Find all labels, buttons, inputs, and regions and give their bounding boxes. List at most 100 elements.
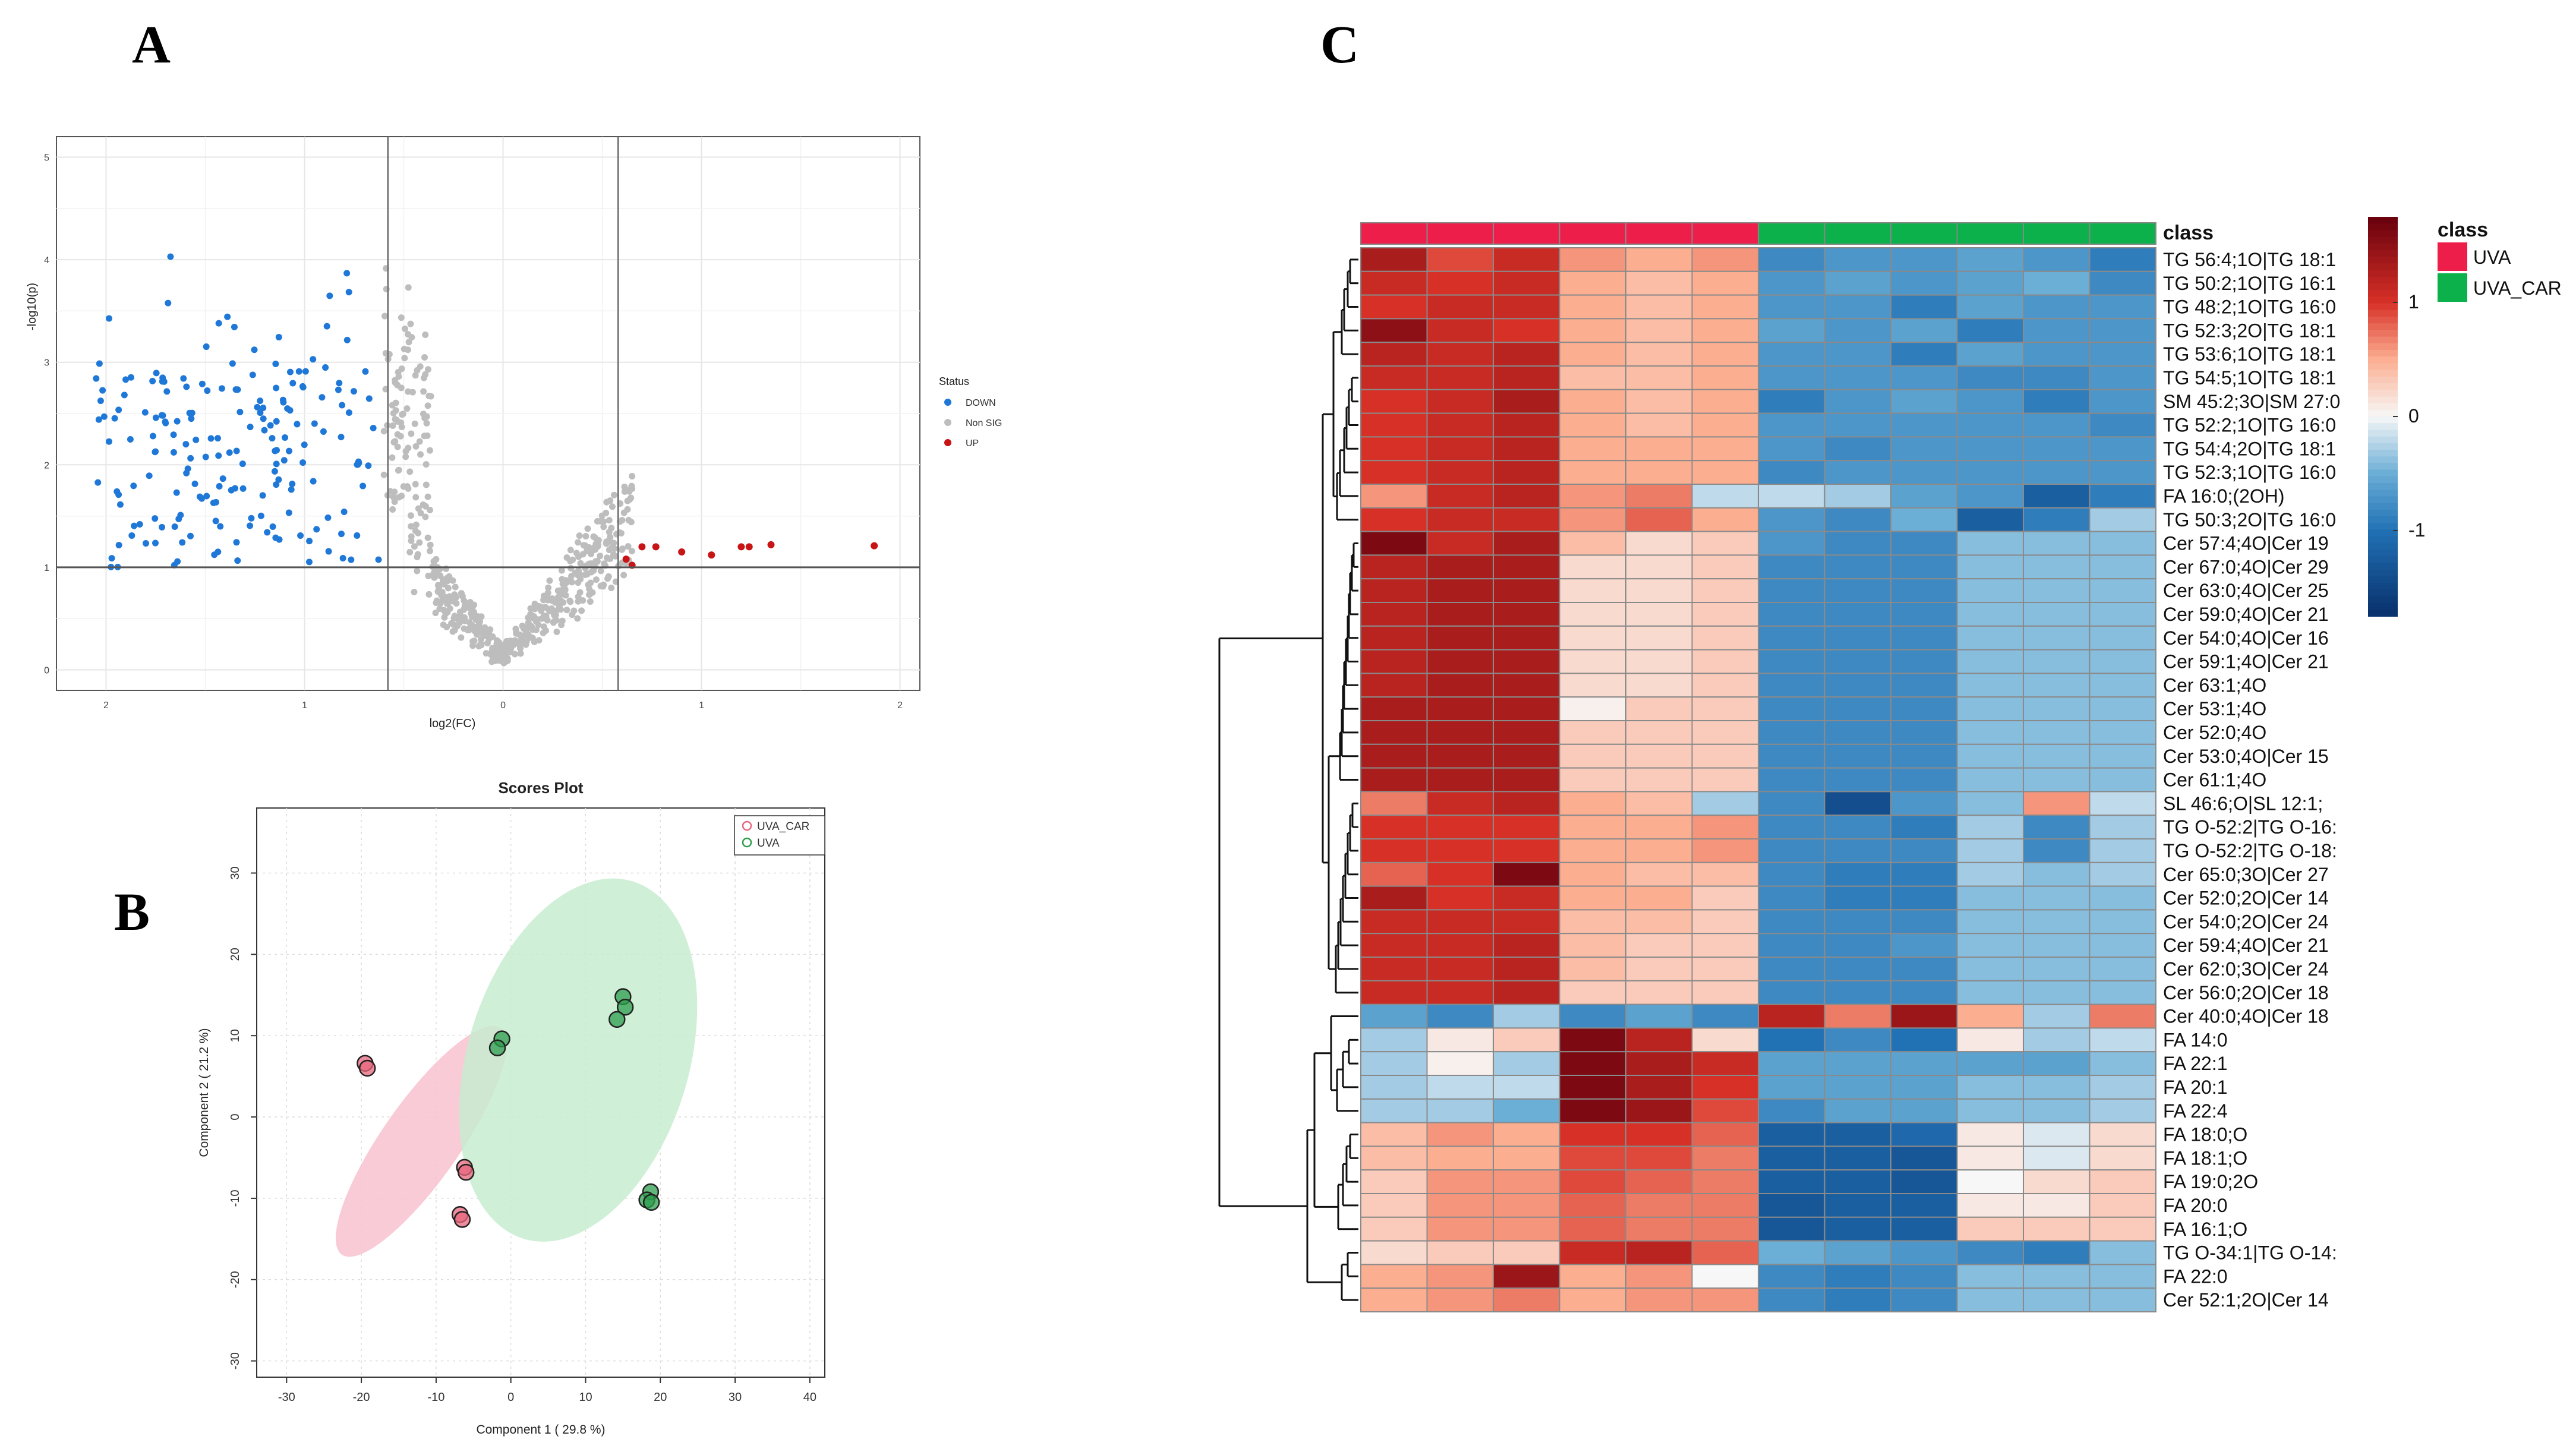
- heatmap-cell: [1890, 342, 1958, 367]
- heatmap-cell: [1956, 815, 2024, 839]
- heatmap-row-label: FA 14:0: [2163, 1029, 2228, 1050]
- heatmap-cell: [2023, 294, 2091, 320]
- heatmap-cell: [1625, 1193, 1693, 1218]
- heatmap-colorbar-segment: [2368, 236, 2398, 244]
- volcano-point-nonsig: [430, 558, 437, 565]
- volcano-point-nonsig: [546, 577, 553, 584]
- heatmap-colorbar-segment: [2368, 296, 2398, 304]
- heatmap-cell: [1824, 696, 1891, 721]
- heatmap-colorbar-segment: [2368, 556, 2398, 564]
- heatmap-cell: [1625, 436, 1693, 462]
- heatmap-cell: [1956, 484, 2024, 509]
- volcano-point-nonsig: [416, 539, 423, 546]
- volcano-point-down: [130, 482, 137, 490]
- heatmap-cell: [2023, 270, 2091, 296]
- heatmap-cell: [1691, 484, 1759, 509]
- heatmap-cell: [1426, 294, 1494, 320]
- heatmap-colorbar-segment: [2368, 263, 2398, 271]
- heatmap-colorbar-segment: [2368, 596, 2398, 604]
- volcano-point-down: [141, 409, 149, 416]
- volcano-point-nonsig: [437, 590, 444, 597]
- heatmap-cell: [1493, 1098, 1560, 1123]
- volcano-point-nonsig: [436, 585, 443, 592]
- volcano-point-nonsig: [391, 488, 398, 495]
- volcano-point-down: [187, 532, 194, 539]
- heatmap-colorbar-segment: [2368, 409, 2398, 417]
- heatmap-colorbar-segment: [2368, 456, 2398, 464]
- heatmap-cell: [1559, 980, 1626, 1005]
- heatmap-cell: [2089, 1240, 2156, 1265]
- heatmap-colorbar-segment: [2368, 450, 2398, 457]
- heatmap-class-cell: [1493, 222, 1560, 245]
- heatmap-cell: [2089, 1051, 2156, 1076]
- heatmap-cell: [1493, 389, 1560, 414]
- heatmap-cell: [1691, 720, 1759, 745]
- heatmap-cell: [1956, 885, 2024, 911]
- volcano-point-nonsig: [389, 454, 396, 461]
- volcano-point-nonsig: [471, 637, 478, 645]
- heatmap-cell: [2089, 507, 2156, 532]
- volcano-point-nonsig: [576, 532, 583, 539]
- heatmap-cell: [1758, 412, 1825, 438]
- volcano-point-nonsig: [540, 612, 547, 619]
- volcano-point-down: [108, 555, 115, 562]
- heatmap-cell: [1360, 460, 1428, 485]
- volcano-point-down: [204, 387, 211, 394]
- volcano-point-up: [871, 542, 878, 550]
- heatmap-cell: [1691, 1122, 1759, 1147]
- heatmap-row-label: Cer 62:0;3O|Cer 24: [2163, 958, 2329, 980]
- heatmap-cell: [1824, 743, 1891, 769]
- volcano-point-down: [340, 508, 348, 515]
- heatmap-cell: [1559, 342, 1626, 367]
- volcano-point-down: [159, 412, 166, 419]
- heatmap-cell: [2023, 625, 2091, 651]
- heatmap-cell: [1824, 625, 1891, 651]
- volcano-point-down: [239, 485, 247, 492]
- heatmap-cell: [1956, 838, 2024, 863]
- volcano-point-up: [708, 551, 715, 559]
- volcano-point-nonsig: [417, 451, 424, 458]
- volcano-point-down: [273, 418, 280, 425]
- volcano-point-down: [174, 418, 181, 425]
- volcano-point-nonsig: [605, 573, 612, 580]
- volcano-point-nonsig: [390, 494, 397, 501]
- heatmap-colorbar-segment: [2368, 330, 2398, 337]
- volcano-point-nonsig: [529, 635, 536, 642]
- heatmap-cell: [1559, 838, 1626, 863]
- volcano-point-nonsig: [423, 413, 430, 420]
- volcano-point-nonsig: [534, 616, 541, 623]
- heatmap-cell: [1956, 436, 2024, 462]
- heatmap-cell: [1625, 1145, 1693, 1171]
- heatmap-cell: [1559, 909, 1626, 935]
- heatmap-cell: [1691, 1098, 1759, 1123]
- heatmap-cell: [1625, 933, 1693, 958]
- volcano-point-nonsig: [408, 533, 415, 540]
- heatmap-cell: [2089, 270, 2156, 296]
- heatmap-cell: [1625, 247, 1693, 272]
- volcano-point-down: [179, 539, 186, 546]
- volcano-point-nonsig: [476, 618, 483, 625]
- heatmap-cell: [1493, 649, 1560, 674]
- heatmap-cell: [1890, 531, 1958, 556]
- heatmap-cell: [1824, 1027, 1891, 1053]
- volcano-point-nonsig: [608, 503, 616, 510]
- heatmap-cell: [1625, 1075, 1693, 1100]
- heatmap-class-cell: [1691, 222, 1759, 245]
- heatmap-cell: [1691, 1075, 1759, 1100]
- heatmap-row-label: TG 50:3;2O|TG 16:0: [2163, 509, 2336, 531]
- heatmap-cell: [1625, 1027, 1693, 1053]
- heatmap-cell: [1360, 1216, 1428, 1242]
- volcano-point-nonsig: [478, 636, 485, 643]
- volcano-point-down: [217, 523, 224, 530]
- heatmap-cell: [2089, 247, 2156, 272]
- volcano-point-down: [218, 385, 225, 392]
- volcano-point-down: [343, 336, 351, 343]
- heatmap-cell: [1426, 625, 1494, 651]
- heatmap-cell: [1360, 578, 1428, 604]
- heatmap-colorbar-segment: [2368, 317, 2398, 324]
- heatmap-cell: [1426, 861, 1494, 887]
- heatmap-legend-title: class: [2438, 219, 2488, 241]
- heatmap-cell: [1758, 838, 1825, 863]
- heatmap-cell: [1360, 342, 1428, 367]
- volcano-point-nonsig: [458, 590, 465, 597]
